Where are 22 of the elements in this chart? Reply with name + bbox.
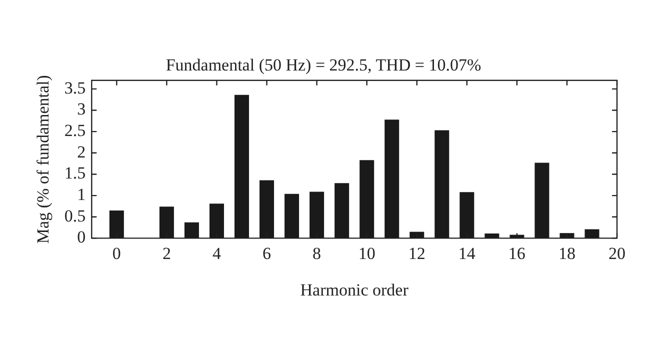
- y-tick-label: 1.5: [64, 164, 86, 183]
- x-tick-label: 2: [162, 244, 171, 263]
- y-tick-label: 1: [77, 185, 86, 204]
- x-tick-label: 4: [212, 244, 222, 263]
- y-tick-label: 3: [77, 100, 86, 119]
- x-tick-label: 0: [112, 244, 121, 263]
- y-tick-label: 0: [77, 228, 86, 247]
- chart-title: Fundamental (50 Hz) = 292.5, THD = 10.07%: [166, 56, 482, 75]
- y-tick-label: 2: [77, 142, 86, 162]
- y-tick-label: 0.5: [64, 206, 86, 226]
- y-axis-title: Mag (% of fundamental): [34, 75, 53, 244]
- x-tick-label: 18: [558, 244, 576, 263]
- x-tick-label: 6: [262, 244, 272, 263]
- x-tick-label: 14: [458, 244, 476, 263]
- x-axis-title: Harmonic order: [300, 280, 409, 300]
- y-tick-label: 3.5: [64, 78, 86, 98]
- x-tick-label: 8: [312, 244, 322, 263]
- y-tick-label: 2.5: [64, 121, 86, 140]
- x-tick-label: 12: [408, 244, 426, 263]
- x-tick-label: 16: [508, 244, 526, 263]
- x-tick-label: 10: [358, 244, 376, 263]
- x-tick-label: 20: [608, 244, 626, 263]
